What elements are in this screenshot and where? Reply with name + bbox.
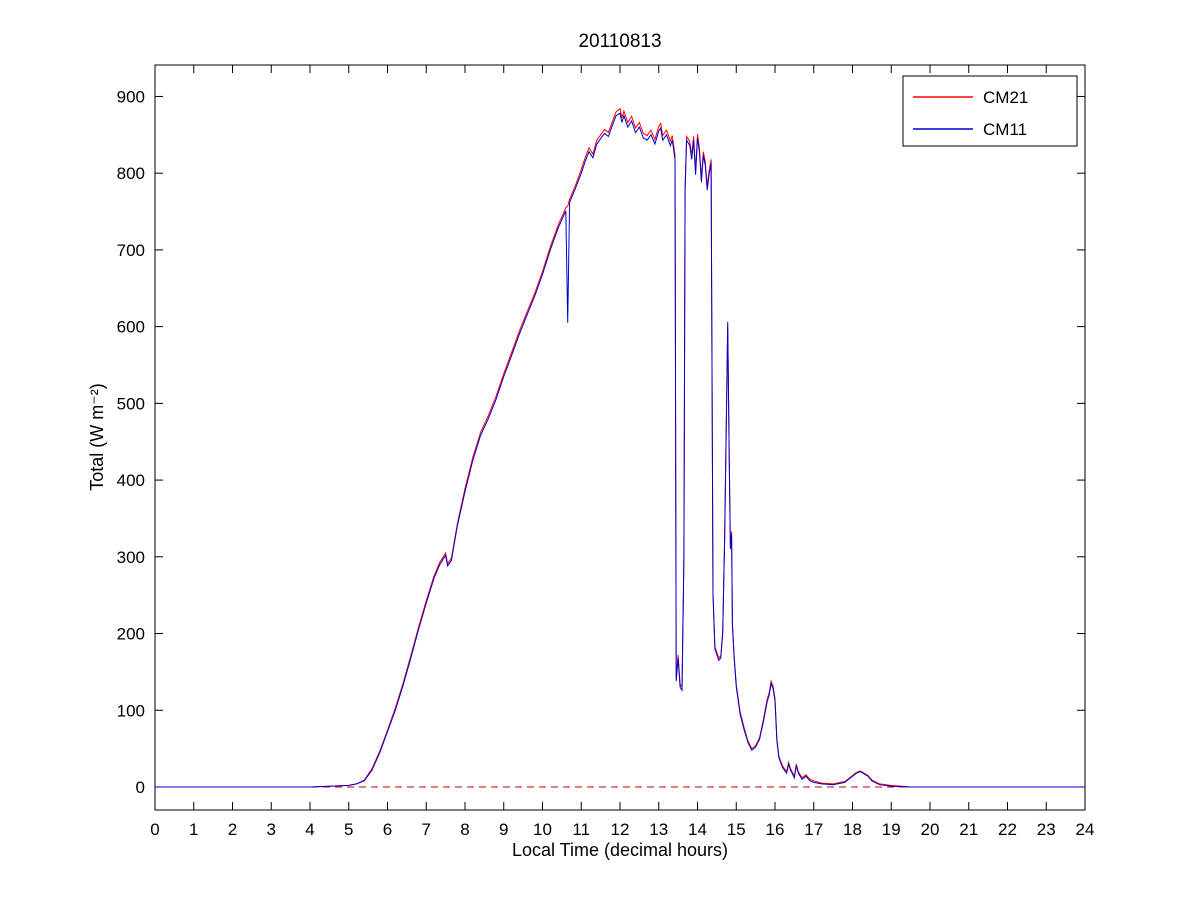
x-tick-labels: 0 1 2 3 4 5 6 7 8 9 10 11 12 13 14 15 16 17 18 19 20 21 22 23 24 [150,820,1094,839]
svg-text:900: 900 [117,87,145,106]
svg-text:500: 500 [117,394,145,413]
y-tick-labels: 0 100 200 300 400 500 600 700 800 900 [117,87,145,797]
legend: CM21 CM11 [902,75,1078,147]
svg-text:21: 21 [959,820,978,839]
svg-text:8: 8 [460,820,469,839]
svg-text:13: 13 [649,820,668,839]
svg-text:23: 23 [1037,820,1056,839]
svg-text:10: 10 [533,820,552,839]
svg-text:0: 0 [150,820,159,839]
svg-text:15: 15 [727,820,746,839]
chart-title: 20110813 [578,31,661,52]
axis-ticks [154,65,1086,810]
series-line-cm11 [155,112,1085,788]
svg-text:20: 20 [921,820,940,839]
y-axis-label: Total (W m⁻²) [87,383,107,491]
svg-text:300: 300 [117,548,145,567]
svg-text:17: 17 [804,820,823,839]
svg-text:0: 0 [136,778,145,797]
svg-text:5: 5 [344,820,353,839]
svg-text:1: 1 [189,820,198,839]
svg-text:11: 11 [572,820,590,839]
plot-area-box [154,64,1086,811]
svg-text:14: 14 [688,820,707,839]
svg-text:400: 400 [117,471,145,490]
svg-text:9: 9 [499,820,508,839]
svg-text:19: 19 [882,820,901,839]
svg-text:100: 100 [117,701,145,720]
svg-text:200: 200 [117,625,145,644]
svg-text:24: 24 [1076,820,1095,839]
svg-text:3: 3 [267,820,276,839]
x-axis-label: Local Time (decimal hours) [512,840,728,860]
svg-text:12: 12 [611,820,630,839]
legend-label-cm21: CM21 [983,88,1028,107]
svg-text:700: 700 [117,241,145,260]
svg-text:16: 16 [766,820,785,839]
svg-text:2: 2 [228,820,237,839]
legend-label-cm11: CM11 [983,120,1027,139]
svg-text:800: 800 [117,164,145,183]
svg-text:6: 6 [383,820,392,839]
legend-box [902,75,1078,147]
svg-text:7: 7 [422,820,431,839]
svg-text:22: 22 [998,820,1017,839]
svg-text:4: 4 [305,820,314,839]
svg-text:600: 600 [117,318,145,337]
svg-text:18: 18 [843,820,862,839]
